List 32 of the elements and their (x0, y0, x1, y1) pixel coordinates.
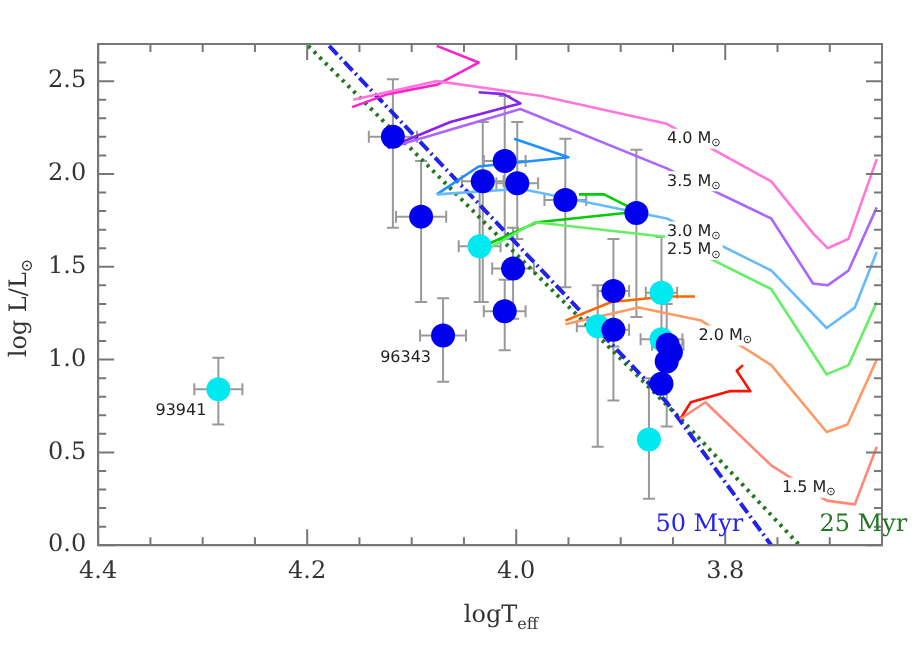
series-label: 50 Myr (655, 509, 744, 538)
point (501, 256, 526, 281)
y-tick-label: 0.0 (47, 529, 87, 558)
y-tick-label: 2.0 (47, 158, 87, 187)
point (649, 280, 674, 305)
point (409, 204, 434, 229)
point (380, 124, 405, 149)
point (624, 200, 649, 225)
point (505, 171, 530, 196)
annotation: 96343 (380, 347, 432, 366)
x-tick-label: 4.0 (497, 555, 536, 584)
x-axis-title: logT$_{eff}$ (461, 600, 541, 633)
point (601, 317, 626, 342)
point (431, 323, 456, 348)
point (553, 187, 578, 212)
point (649, 371, 674, 396)
point (467, 234, 492, 259)
point (492, 299, 517, 324)
y-tick-label: 1.5 (47, 251, 87, 280)
point (654, 349, 679, 374)
x-tick-label: 4.2 (288, 555, 327, 584)
x-tick-label: 4.4 (79, 555, 118, 584)
y-tick-label: 1.0 (47, 343, 87, 372)
annotation: 93941 (155, 401, 207, 420)
y-tick-label: 2.5 (47, 65, 87, 94)
point (206, 377, 231, 402)
point (470, 169, 495, 194)
point (601, 278, 626, 303)
y-tick-label: 0.5 (47, 436, 87, 465)
point (492, 148, 517, 173)
x-tick-label: 3.8 (706, 555, 745, 584)
point (636, 427, 661, 452)
